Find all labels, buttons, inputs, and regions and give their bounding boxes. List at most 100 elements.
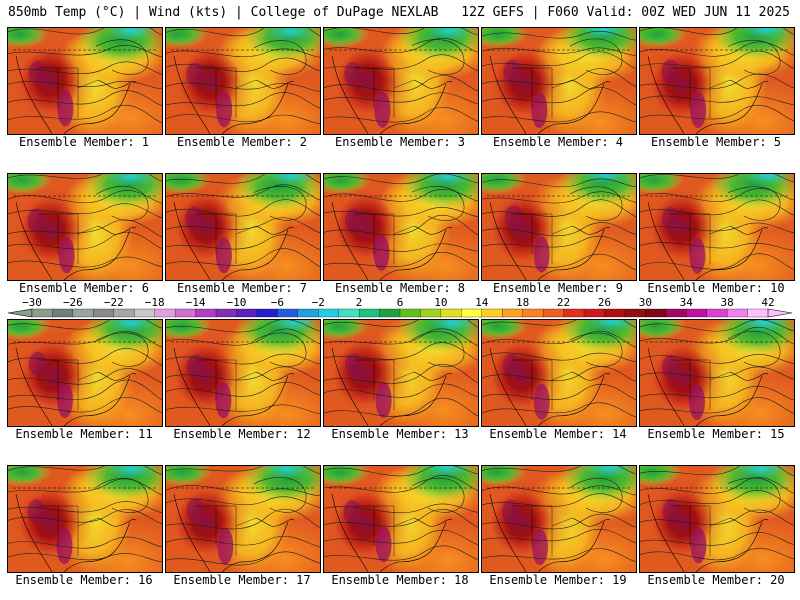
ensemble-member-label: Ensemble Member: 3 [334,135,466,149]
colorbar-segment [542,308,565,318]
temperature-map [482,320,636,426]
temperature-map [166,174,320,280]
ensemble-map-14 [481,319,637,427]
ensemble-member-label: Ensemble Member: 14 [489,427,627,441]
ensemble-map-2 [165,27,321,135]
colorbar-tick-label: −18 [145,297,165,309]
temperature-map [8,174,162,280]
colorbar-segment [583,308,605,318]
colorbar-segment [604,308,626,318]
ensemble-member-label: Ensemble Member: 8 [334,281,466,295]
colorbar-segment [318,308,340,318]
temperature-map [324,28,478,134]
colorbar-tick-label: −6 [271,297,284,309]
colorbar-left-arrow [8,308,33,318]
colorbar-segment [686,308,708,318]
ensemble-member-label: Ensemble Member: 1 [18,135,150,149]
ensemble-member-label: Ensemble Member: 2 [176,135,308,149]
ensemble-member-label: Ensemble Member: 5 [650,135,782,149]
ensemble-member-label: Ensemble Member: 9 [492,281,624,295]
colorbar-tick-label: −22 [104,297,124,309]
colorbar-segment [726,308,749,318]
colorbar-right-arrow [767,308,792,318]
colorbar-segment [399,308,421,318]
colorbar-segment [134,308,156,318]
temperature-map [640,320,794,426]
temperature-colorbar: −30 −26 −22 −18 −14 −10 −6 −2 2 6 10 14 18 22 26 30 34 38… [8,297,792,318]
colorbar-tick-label: −30 [22,297,42,309]
colorbar-tick-label: 26 [598,297,611,309]
ensemble-map-10 [639,173,795,281]
ensemble-member-label: Ensemble Member: 13 [331,427,469,441]
colorbar-tick-label: 14 [475,297,489,309]
colorbar-segment [72,308,94,318]
temperature-map [640,466,794,572]
colorbar-segment [215,308,237,318]
colorbar-segment [624,308,646,318]
temperature-map [324,466,478,572]
ensemble-member-label: Ensemble Member: 17 [173,573,311,587]
ensemble-map-19 [481,465,637,573]
colorbar-segment [358,308,381,318]
colorbar-segment [236,308,258,318]
colorbar-tick-label: 18 [516,297,529,309]
temperature-map [640,174,794,280]
colorbar-tick-label: 30 [639,297,652,309]
header-title: 850mb Temp (°C) | Wind (kts) | College o… [8,5,439,20]
colorbar-tick-label: 38 [720,297,733,309]
temperature-map [482,466,636,572]
colorbar-segment [706,308,728,318]
temperature-map [482,174,636,280]
header-valid-time: 12Z GEFS | F060 Valid: 00Z WED JUN 11 20… [461,5,790,20]
colorbar-segment [52,308,74,318]
temperature-map [640,28,794,134]
temperature-map [166,28,320,134]
colorbar-segment [31,308,53,318]
temperature-map [324,320,478,426]
colorbar-tick-label: 2 [356,297,363,309]
ensemble-member-label: Ensemble Member: 16 [15,573,153,587]
colorbar-segment [645,308,667,318]
ensemble-map-1 [7,27,163,135]
colorbar-segment [522,308,544,318]
colorbar-segment [420,308,442,318]
ensemble-member-label: Ensemble Member: 12 [173,427,311,441]
colorbar-segment [256,308,278,318]
temperature-map [482,28,636,134]
ensemble-map-6 [7,173,163,281]
ensemble-member-label: Ensemble Member: 11 [15,427,153,441]
ensemble-member-label: Ensemble Member: 18 [331,573,469,587]
colorbar-segment [297,308,319,318]
colorbar-segment [338,308,360,318]
colorbar-tick-label: −14 [186,297,206,309]
ensemble-map-17 [165,465,321,573]
ensemble-member-label: Ensemble Member: 10 [647,281,785,295]
colorbar-segment [195,308,217,318]
ensemble-map-18 [323,465,479,573]
colorbar-segment [563,308,585,318]
colorbar-segment [379,308,401,318]
ensemble-map-3 [323,27,479,135]
colorbar-segment [174,308,197,318]
colorbar-tick-label: 42 [761,297,774,309]
ensemble-map-16 [7,465,163,573]
colorbar-segment [461,308,483,318]
colorbar-tick-label: −10 [227,297,247,309]
colorbar-tick-label: 10 [434,297,447,309]
ensemble-map-13 [323,319,479,427]
ensemble-map-9 [481,173,637,281]
colorbar-tick-label: −26 [63,297,83,309]
colorbar-segment [113,308,135,318]
ensemble-member-label: Ensemble Member: 4 [492,135,624,149]
ensemble-map-20 [639,465,795,573]
colorbar-segment [277,308,299,318]
ensemble-member-label: Ensemble Member: 7 [176,281,308,295]
temperature-map [8,320,162,426]
temperature-map [8,28,162,134]
ensemble-member-label: Ensemble Member: 6 [18,281,150,295]
colorbar-tick-label: 34 [680,297,694,309]
colorbar-segment [502,308,524,318]
colorbar-segment [481,308,503,318]
ensemble-map-8 [323,173,479,281]
ensemble-map-15 [639,319,795,427]
